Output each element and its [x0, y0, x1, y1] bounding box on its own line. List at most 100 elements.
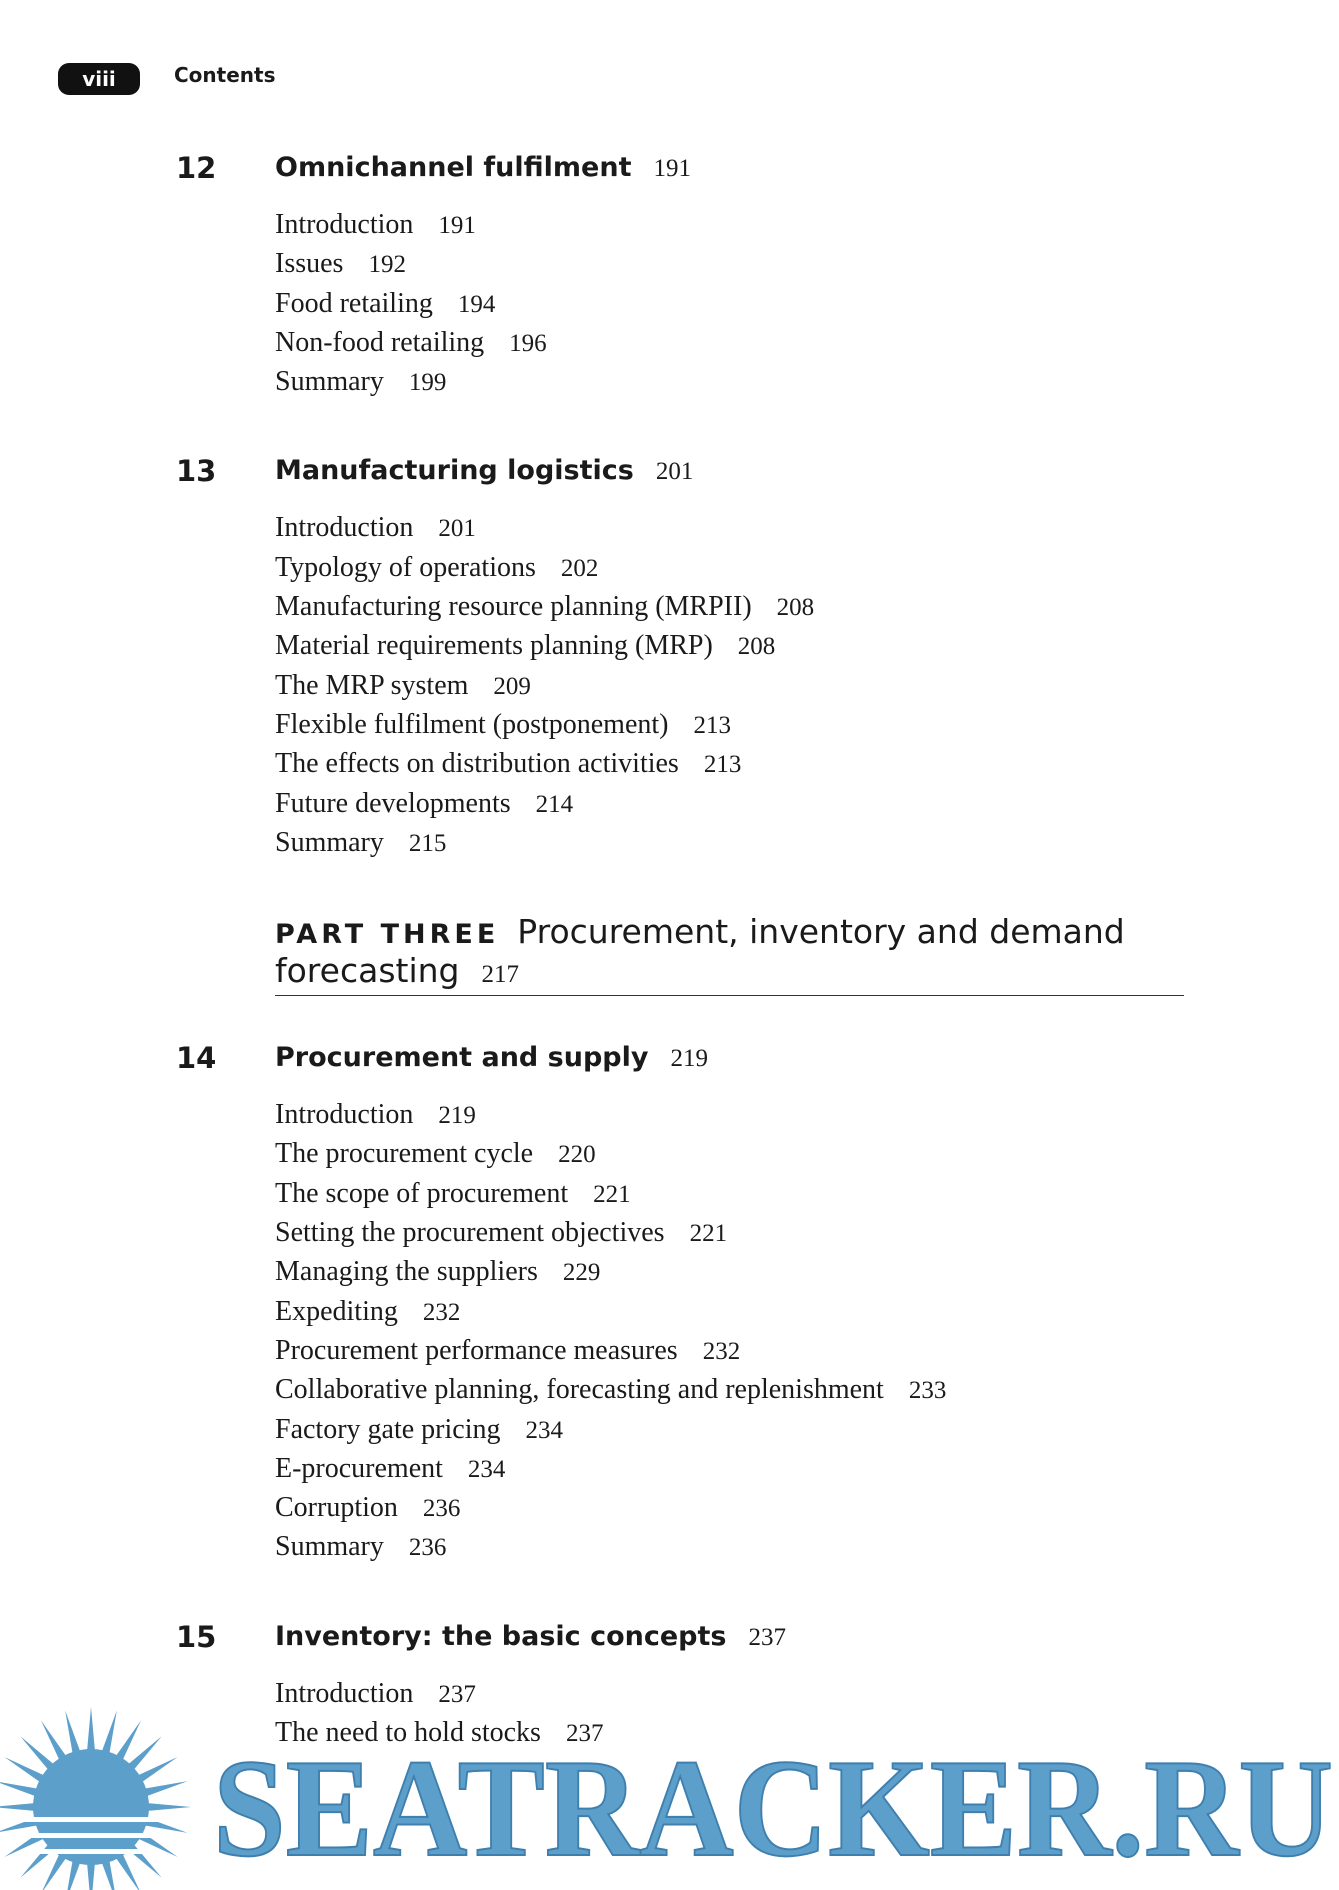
section-page: 196 — [509, 329, 547, 357]
chapter-title-text: Manufacturing logistics — [275, 455, 634, 487]
section-page: 209 — [493, 672, 531, 700]
section-entry: The need to hold stocks 237 — [275, 1713, 1339, 1752]
section-entry: The MRP system 209 — [275, 666, 1339, 705]
section-title: Procurement performance measures — [275, 1334, 678, 1366]
section-title: Corruption — [275, 1492, 398, 1524]
section-page: 232 — [422, 1298, 461, 1326]
section-page: 219 — [438, 1102, 476, 1130]
section-entry: Introduction 191 — [275, 205, 1339, 244]
part-label: PART THREE — [275, 919, 500, 951]
chapter: 12 Omnichannel fulfilment 191 Introduction 1… — [0, 148, 1339, 401]
chapter-number: 13 — [176, 454, 217, 489]
chapter-title-text: Procurement and supply — [275, 1042, 649, 1074]
chapter-page: 201 — [655, 458, 694, 486]
chapter-number: 12 — [176, 151, 217, 185]
chapter-title: Procurement and supply 219 — [275, 1038, 708, 1078]
section-page: 232 — [702, 1337, 741, 1365]
running-title: Contents — [174, 63, 276, 87]
sun-icon — [0, 1707, 191, 1890]
section-entry: Summary 215 — [275, 823, 1339, 862]
section-title: Non-food retailing — [275, 326, 485, 358]
chapter-number: 15 — [176, 1619, 217, 1654]
chapter-heading: 13 Manufacturing logistics 201 — [0, 451, 1339, 491]
page-label: viii — [58, 63, 140, 95]
chapter-title-text: Inventory: the basic concepts — [275, 1620, 727, 1652]
section-entry: Summary 199 — [275, 362, 1339, 401]
chapter-title-text: Omnichannel fulfilment — [275, 152, 632, 183]
section-entry: Setting the procurement objectives 221 — [275, 1213, 1339, 1252]
section-page: 229 — [562, 1259, 601, 1287]
section-title: The scope of procurement — [275, 1177, 569, 1209]
section-entry: Flexible fulfilment (postponement) 213 — [275, 705, 1339, 744]
section-title: Summary — [275, 1531, 384, 1563]
section-title: Managing the suppliers — [275, 1256, 538, 1288]
section-title: Issues — [275, 248, 344, 280]
section-page: 237 — [565, 1720, 604, 1748]
section-entry: Procurement performance measures 232 — [275, 1331, 1339, 1370]
part-heading: PART THREE Procurement, inventory and dem… — [275, 912, 1184, 997]
section-title: Food retailing — [275, 287, 433, 319]
section-page: 234 — [467, 1455, 506, 1483]
section-title: Introduction — [275, 1677, 414, 1709]
section-page: 194 — [457, 290, 496, 318]
section-title: Introduction — [275, 512, 414, 544]
toc: 12 Omnichannel fulfilment 191 Introduction 1… — [0, 148, 1339, 1802]
section-page: 236 — [422, 1495, 461, 1523]
section-entry: Future developments 214 — [275, 784, 1339, 823]
chapter-heading: 15 Inventory: the basic concepts 237 — [0, 1617, 1339, 1657]
section-page: 201 — [438, 515, 476, 543]
section-page: 234 — [525, 1416, 563, 1444]
section-page: 215 — [408, 829, 447, 857]
section-title: Collaborative planning, forecasting and … — [275, 1374, 884, 1406]
section-entry: Issues 192 — [275, 244, 1339, 283]
section-title: Introduction — [275, 209, 414, 240]
chapter-title: Inventory: the basic concepts 237 — [275, 1617, 786, 1657]
section-entry: The effects on distribution activities 21… — [275, 744, 1339, 783]
section-entry: E-procurement 234 — [275, 1449, 1339, 1488]
part-title: Procurement, inventory and demand foreca… — [275, 912, 1125, 991]
chapter-page: 191 — [653, 155, 691, 182]
section-page: 237 — [438, 1680, 476, 1708]
chapter-page: 219 — [670, 1045, 708, 1073]
section-page: 233 — [908, 1377, 947, 1405]
section-title: Typology of operations — [275, 551, 536, 583]
section-title: Material requirements planning (MRP) — [275, 630, 713, 662]
section-entry: Typology of operations 202 — [275, 548, 1339, 587]
section-page: 213 — [703, 751, 742, 779]
section-entry: Manufacturing resource planning (MRPII) 2… — [275, 587, 1339, 626]
section-entry: The procurement cycle 220 — [275, 1134, 1339, 1173]
chapter: 14 Procurement and supply 219 Introduction 2… — [0, 1038, 1339, 1567]
section-title: The MRP system — [275, 669, 469, 701]
chapter-number: 14 — [176, 1041, 217, 1076]
chapter-heading: 12 Omnichannel fulfilment 191 — [0, 148, 1339, 188]
chapter: 15 Inventory: the basic concepts 237 Introd… — [0, 1617, 1339, 1753]
chapter: 13 Manufacturing logistics 201 Introduction… — [0, 451, 1339, 862]
section-page: 213 — [693, 711, 731, 739]
section-page: 236 — [408, 1534, 447, 1562]
section-entry: Summary 236 — [275, 1527, 1339, 1566]
section-page: 202 — [560, 554, 599, 582]
section-entry: Introduction 219 — [275, 1095, 1339, 1134]
section-title: Summary — [275, 366, 384, 398]
section-page: 221 — [689, 1220, 728, 1248]
section-title: E-procurement — [275, 1452, 443, 1484]
section-entry: Corruption 236 — [275, 1488, 1339, 1527]
section-page: 208 — [776, 594, 815, 622]
section-entry: Introduction 201 — [275, 508, 1339, 547]
section-entry: Expediting 232 — [275, 1292, 1339, 1331]
watermark-text: SEATRACKER.RU — [213, 1731, 1333, 1886]
section-title: Flexible fulfilment (postponement) — [275, 708, 669, 740]
section-title: Manufacturing resource planning (MRPII) — [275, 591, 752, 623]
section-page: 214 — [535, 790, 574, 818]
section-page: 191 — [438, 212, 476, 239]
section-entry: Collaborative planning, forecasting and … — [275, 1370, 1339, 1409]
part-line: PART THREE Procurement, inventory and dem… — [275, 912, 1184, 990]
section-entry: Introduction 237 — [275, 1674, 1339, 1713]
chapter-title: Omnichannel fulfilment 191 — [275, 148, 691, 188]
section-title: Introduction — [275, 1099, 414, 1131]
section-entry: Material requirements planning (MRP) 208 — [275, 626, 1339, 665]
section-entry: Factory gate pricing 234 — [275, 1410, 1339, 1449]
section-page: 220 — [558, 1141, 596, 1169]
section-entry: Non-food retailing 196 — [275, 323, 1339, 362]
